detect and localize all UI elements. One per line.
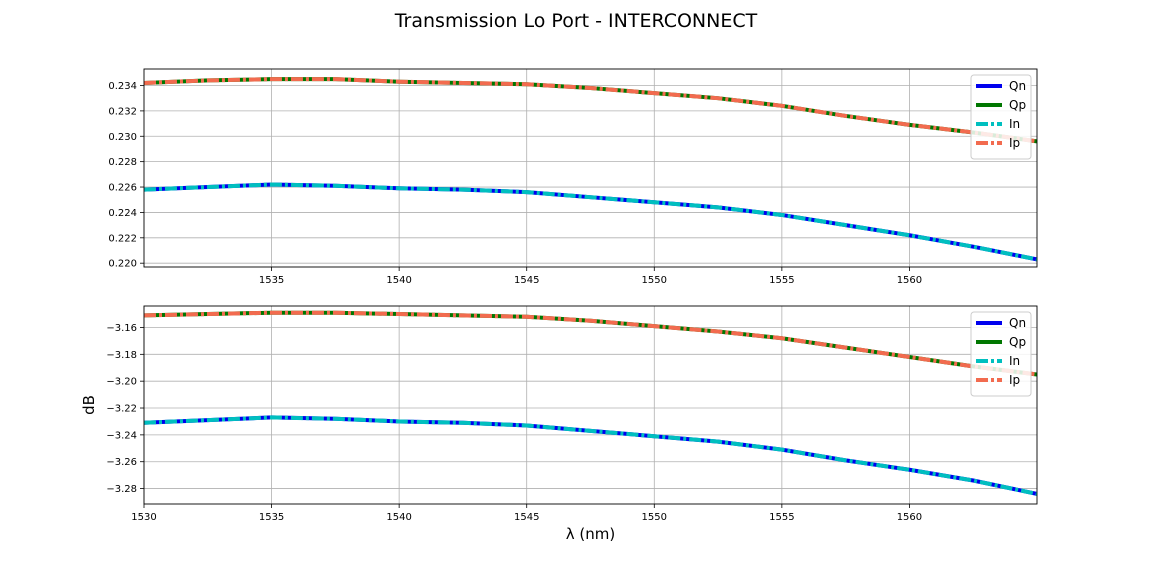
series-line-in — [144, 415, 1037, 496]
legend-label-ip: Ip — [1009, 136, 1020, 150]
y-tick-label: −3.16 — [106, 323, 137, 334]
subplot-2: 1530 1535 1540 1545 1550 1555 1560 −3.28 −3.26 −3… — [80, 305, 1038, 543]
y-tick-label: −3.28 — [106, 484, 137, 495]
legend-box — [970, 311, 1032, 397]
axes-frame — [143, 305, 1038, 505]
y-tick-label: 0.234 — [108, 81, 137, 92]
legend-label-qn: Qn — [1009, 316, 1026, 330]
y-tick-label: 0.232 — [108, 106, 137, 117]
legend: Qn Qp In Ip — [970, 311, 1032, 397]
x-tick-label: 1550 — [642, 512, 667, 523]
legend-label-in: In — [1009, 354, 1020, 368]
legend-label-in: In — [1009, 117, 1020, 131]
legend-box — [970, 74, 1032, 160]
x-tick-label: 1530 — [131, 512, 156, 523]
x-axis-label: λ (nm) — [566, 525, 615, 543]
y-tick-label: 0.220 — [108, 259, 137, 270]
x-tick-label: 1560 — [897, 275, 922, 286]
x-tick-label: 1555 — [769, 275, 794, 286]
x-tick-label: 1545 — [514, 275, 539, 286]
legend: Qn Qp In Ip — [970, 74, 1032, 160]
x-tick-label: 1535 — [259, 275, 284, 286]
legend-label-ip: Ip — [1009, 373, 1020, 387]
y-tick-label: 0.230 — [108, 132, 137, 143]
series-line-ip — [144, 310, 1037, 377]
subplots: 1535 1540 1545 1550 1555 1560 0.220 0.222 0.224 0… — [80, 68, 1038, 543]
x-tick-label: 1540 — [386, 275, 411, 286]
y-tick-label: −3.24 — [106, 430, 137, 441]
x-tick-label: 1535 — [259, 512, 284, 523]
y-tick-label: −3.26 — [106, 457, 137, 468]
figure-title: Transmission Lo Port - INTERCONNECT — [394, 10, 758, 32]
x-tick-label: 1555 — [769, 512, 794, 523]
y-tick-label: 0.226 — [108, 183, 137, 194]
legend-label-qp: Qp — [1009, 98, 1026, 112]
plot-area — [144, 306, 1037, 504]
y-tick-label: 0.222 — [108, 233, 137, 244]
y-tick-label: 0.224 — [108, 208, 137, 219]
x-tick-label: 1560 — [897, 512, 922, 523]
x-tick-label: 1550 — [642, 275, 667, 286]
series-line-ip — [144, 77, 1037, 144]
axes-frame — [143, 68, 1038, 268]
subplot-1: 1535 1540 1545 1550 1555 1560 0.220 0.222 0.224 0… — [108, 68, 1038, 286]
y-tick-label: 0.228 — [108, 157, 137, 168]
x-tick-label: 1540 — [386, 512, 411, 523]
series-lines — [144, 310, 1037, 496]
legend-label-qn: Qn — [1009, 79, 1026, 93]
series-line-in — [144, 182, 1037, 262]
y-tick-label: −3.18 — [106, 350, 137, 361]
y-tick-label: −3.22 — [106, 404, 137, 415]
x-tick-label: 1545 — [514, 512, 539, 523]
y-axis-label: dB — [80, 395, 98, 415]
y-tick-label: −3.20 — [106, 377, 137, 388]
plot-area — [144, 69, 1037, 267]
legend-label-qp: Qp — [1009, 335, 1026, 349]
series-lines — [144, 77, 1037, 262]
